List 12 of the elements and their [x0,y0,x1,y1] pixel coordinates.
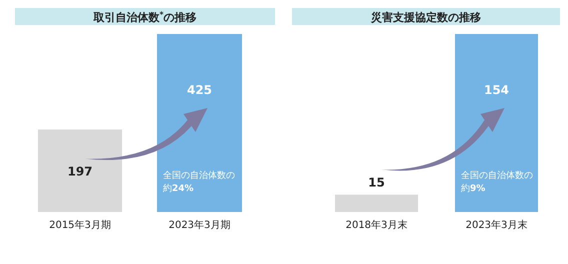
x-tick-label: 2023年3月期 [168,219,230,231]
data-label: 425 [186,83,212,97]
chart-title: 災害支援協定数の推移 [370,11,481,24]
data-label: 15 [368,176,385,190]
x-tick-label: 2015年3月期 [49,219,111,231]
annotation: 全国の自治体数の約9% [461,170,533,194]
data-label: 197 [67,164,93,179]
annotation: 全国の自治体数の約24% [163,170,235,194]
data-label: 154 [484,83,510,97]
chart-title: 取引自治体数$^{*}$の推移 [92,10,197,24]
x-tick-label: 2018年3月末 [346,219,408,231]
x-tick-label: 2023年3月末 [466,219,528,231]
